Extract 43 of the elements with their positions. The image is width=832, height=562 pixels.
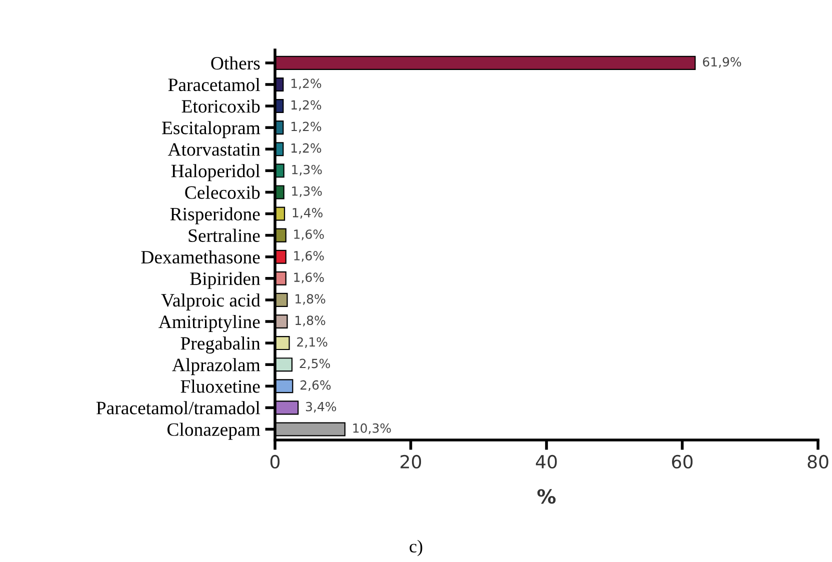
x-tick-label: 20 <box>400 454 422 469</box>
y-tick-label: Celecoxib <box>185 186 260 199</box>
data-label: 1,3% <box>292 186 322 198</box>
data-label: 3,4% <box>306 402 336 413</box>
data-label: 1,3% <box>292 164 322 176</box>
data-label: 1,2% <box>291 122 322 132</box>
data-label: 1,4% <box>292 208 323 219</box>
y-tick-label: Dexamethasone <box>141 250 260 264</box>
data-label: 2,1% <box>297 337 328 348</box>
x-tick-label: 40 <box>536 454 557 469</box>
data-label: 61,9% <box>702 57 742 68</box>
x-tick-label: 0 <box>270 454 280 469</box>
y-tick-label: Pregabalin <box>180 336 260 354</box>
data-label: 2,5% <box>300 358 330 370</box>
y-tick-label: Escitalopram <box>162 121 260 138</box>
data-label: 1,6% <box>294 272 324 284</box>
x-axis-title: % <box>537 489 556 504</box>
y-tick-label: Alprazolam <box>172 358 260 376</box>
y-tick-label: Amitriptyline <box>158 314 260 332</box>
text: c) <box>410 540 422 556</box>
y-tick-label: Paracetamol/tramadol <box>96 401 260 414</box>
y-tick-label: Sertraline <box>188 228 260 242</box>
data-label: 1,2% <box>291 78 322 90</box>
data-label: 1,6% <box>294 229 324 240</box>
y-tick-label: Clonazepam <box>167 422 260 440</box>
y-tick-label: Etoricoxib <box>182 100 260 113</box>
x-tick-label: 80 <box>808 454 828 469</box>
data-label: 1,8% <box>296 294 326 305</box>
data-label: 2,6% <box>300 380 331 392</box>
y-tick-label: Paracetamol <box>168 78 260 92</box>
y-tick-label: Haloperidol <box>171 164 260 182</box>
data-label: 10,3% <box>353 423 391 434</box>
data-label: 1,2% <box>291 143 322 154</box>
y-tick-label: Valproic acid <box>161 293 260 310</box>
data-label: 1,8% <box>296 316 326 326</box>
y-tick-label: Atorvastatin <box>168 143 260 156</box>
y-tick-label: Risperidone <box>170 207 260 224</box>
data-label: 1,6% <box>294 251 324 262</box>
y-tick-label: Bipiriden <box>190 272 260 289</box>
x-tick-label: 60 <box>672 454 693 469</box>
y-tick-label: Others <box>211 56 260 70</box>
data-label: 1,2% <box>291 100 322 111</box>
y-tick-label: Fluoxetine <box>180 380 260 393</box>
